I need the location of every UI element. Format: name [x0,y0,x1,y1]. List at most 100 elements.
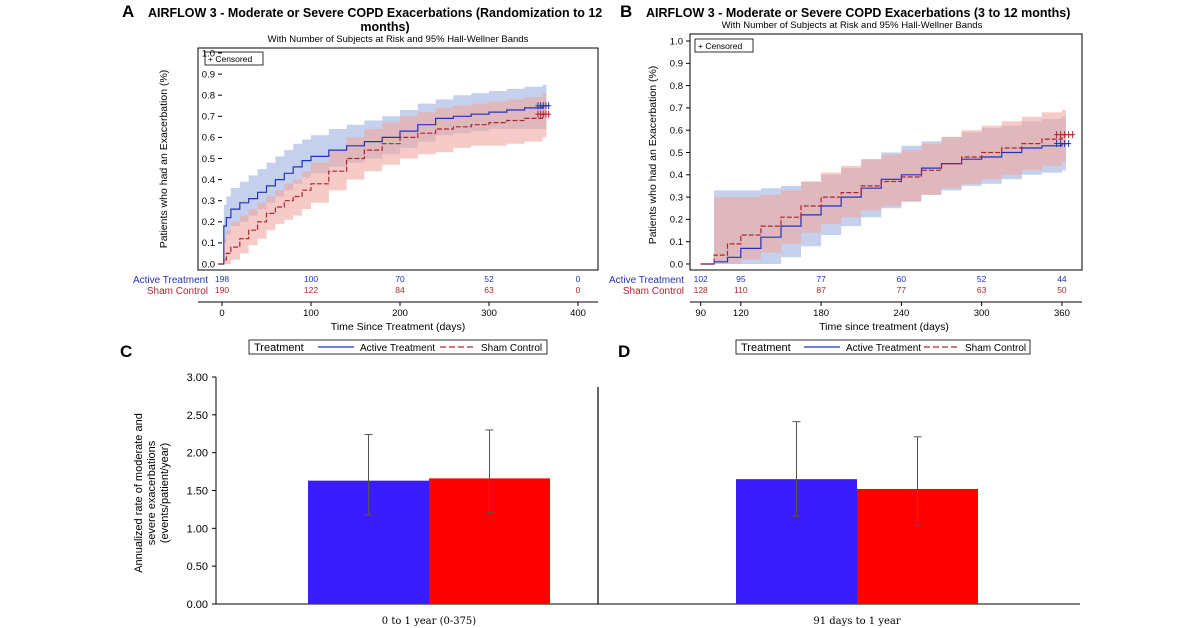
bar-y-axis-label-line-1: Annualized rate of moderate and [133,413,145,573]
panel-b-risk-label-sham: Sham Control [623,286,684,297]
panel-c-legend-active: Active Treatment [360,343,435,354]
panel-a-censor-mark-active-4 [546,102,552,110]
panel-c-legend-box [248,339,548,355]
panel-d-label: D [618,342,630,361]
panel-a-x-tick-label-4: 400 [570,308,586,319]
panel-a-label: A [122,2,134,21]
panel-b-at-risk-sham-0: 128 [694,285,708,295]
panel-d-legend-box [735,339,1031,355]
bar-y-axis-label-line-2: severe exacerbations [146,440,158,545]
panel-a-y-tick-label-8: 0.8 [202,91,215,102]
error-bar-active-0 [364,434,373,516]
panel-a-censored-legend-box [204,51,264,66]
panel-b-censored-legend: + Censored [698,41,742,51]
panel-a-y-tick-label-2: 0.2 [202,217,215,228]
panel-b-x-axis-label: Time since treatment (days) [819,321,949,333]
panel-b-censor-mark-sham-4 [1070,131,1076,139]
panel-a-band-sham [222,93,547,264]
panel-d-legend-active: Active Treatment [846,343,921,354]
bar-category-label-0: 0 to 1 year (0-375) [382,616,477,627]
panel-b-y-tick-label-3: 0.3 [670,192,683,203]
panel-a-at-risk-sham-3: 63 [484,285,494,295]
panel-a-at-risk-active-3: 52 [484,274,494,284]
bar-y-tick-label-1: 0.50 [187,561,208,573]
bar-y-tick-label-2: 1.00 [187,523,208,535]
panel-d-legend-title: Treatment [741,342,791,354]
panel-b-y-tick-label-9: 0.9 [670,59,683,70]
error-bar-active-1 [792,421,801,517]
panel-a-at-risk-active-0: 198 [215,274,229,284]
panel-b-y-tick-label-1: 0.1 [670,237,683,248]
panel-b-subtitle: With Number of Subjects at Risk and 95% … [722,20,983,31]
panel-b-risk-label-active: Active Treatment [609,275,684,286]
panel-a-censor-mark-sham-4 [546,110,552,118]
panel-b-at-risk-sham-1: 110 [734,285,748,295]
bar-y-tick-label-3: 1.50 [187,486,208,498]
panel-c-label: C [120,342,132,361]
panel-b-at-risk-active-0: 102 [694,274,708,284]
panel-b-at-risk-active-2: 77 [816,274,826,284]
panel-a-line-active [222,105,549,265]
panel-a-y-tick-label-4: 0.4 [202,175,215,186]
panel-b-y-tick-label-5: 0.5 [670,148,683,159]
panel-a-y-tick-label-1: 0.1 [202,238,215,249]
bar-y-tick-label-5: 2.50 [187,410,208,422]
panel-b-at-risk-active-5: 44 [1057,274,1067,284]
panel-b-censor-mark-active-3 [1066,140,1072,148]
panel-b-at-risk-active-1: 95 [736,274,746,284]
panel-b-y-tick-label-7: 0.7 [670,103,683,114]
panel-cd-bar-chart: C D Treatment Active Treatment Sham Cont… [120,339,1080,627]
panel-a-x-axis-label: Time Since Treatment (days) [331,321,465,333]
panel-b-x-tick-label-3: 240 [893,308,909,319]
panel-c-legend-title: Treatment [254,342,304,354]
panel-b-y-tick-label-6: 0.6 [670,126,683,137]
panel-b-x-tick-label-4: 300 [974,308,990,319]
panel-a-at-risk-sham-4: 0 [576,285,581,295]
panel-b-y-axis-label: Patients who had an Exacerbation (%) [647,66,659,245]
panel-a-title-line-1: AIRFLOW 3 - Moderate or Severe COPD Exac… [148,6,602,20]
panel-a-risk-label-active: Active Treatment [133,275,208,286]
panel-a-x-tick-label-3: 300 [481,308,497,319]
panel-a-at-risk-sham-0: 190 [215,285,229,295]
panel-c-legend-sham: Sham Control [481,343,542,354]
error-bar-sham-0 [485,429,494,513]
panel-a-at-risk-sham-2: 84 [395,285,405,295]
panel-a-at-risk-active-4: 0 [576,274,581,284]
panel-a-line-sham [222,113,549,265]
panel-a-y-tick-label-9: 0.9 [202,69,215,80]
panel-a-subtitle: With Number of Subjects at Risk and 95% … [268,34,529,45]
panel-a-risk-label-sham: Sham Control [147,286,208,297]
panel-b-x-tick-label-5: 360 [1054,308,1070,319]
panel-d-legend-sham: Sham Control [965,343,1026,354]
bar-y-tick-label-4: 2.00 [187,448,208,460]
panel-b-at-risk-active-4: 52 [977,274,987,284]
panel-b-at-risk-sham-2: 87 [816,285,826,295]
bar-y-tick-label-6: 3.00 [187,372,208,384]
panel-b-y-tick-label-10: 1.0 [670,36,683,47]
panel-b-line-sham [700,134,1073,265]
error-bar-sham-1 [913,436,922,526]
panel-a-y-tick-label-7: 0.7 [202,112,215,123]
bar-category-label-1: 91 days to 1 year [813,616,901,627]
panel-a-at-risk-sham-1: 122 [304,285,318,295]
panel-b-label: B [620,2,632,21]
panel-b-y-tick-label-4: 0.4 [670,170,683,181]
panel-b-at-risk-sham-3: 77 [897,285,907,295]
panel-b-x-tick-label-0: 90 [695,308,706,319]
panel-b-y-tick-label-0: 0.0 [670,259,683,270]
panel-a-y-tick-label-10: 1.0 [202,48,215,59]
panel-d-legend: Treatment Active Treatment Sham Control [735,339,1031,355]
panel-b-at-risk-sham-5: 50 [1057,285,1067,295]
panel-a-x-tick-label-2: 200 [392,308,408,319]
panel-a-y-tick-label-5: 0.5 [202,154,215,165]
panel-a-y-tick-label-3: 0.3 [202,196,215,207]
panel-b-km-chart: B AIRFLOW 3 - Moderate or Severe COPD Ex… [609,2,1083,333]
panel-b-x-tick-label-2: 180 [813,308,829,319]
panel-c-legend: Treatment Active Treatment Sham Control [248,339,548,355]
panel-a-title-line-2: months) [360,20,409,34]
panel-b-y-tick-label-2: 0.2 [670,215,683,226]
panel-a-y-axis-label: Patients who had an Exacerbation (%) [158,70,170,249]
panel-a-y-tick-label-0: 0.0 [202,259,215,270]
panel-a-y-tick-label-6: 0.6 [202,133,215,144]
